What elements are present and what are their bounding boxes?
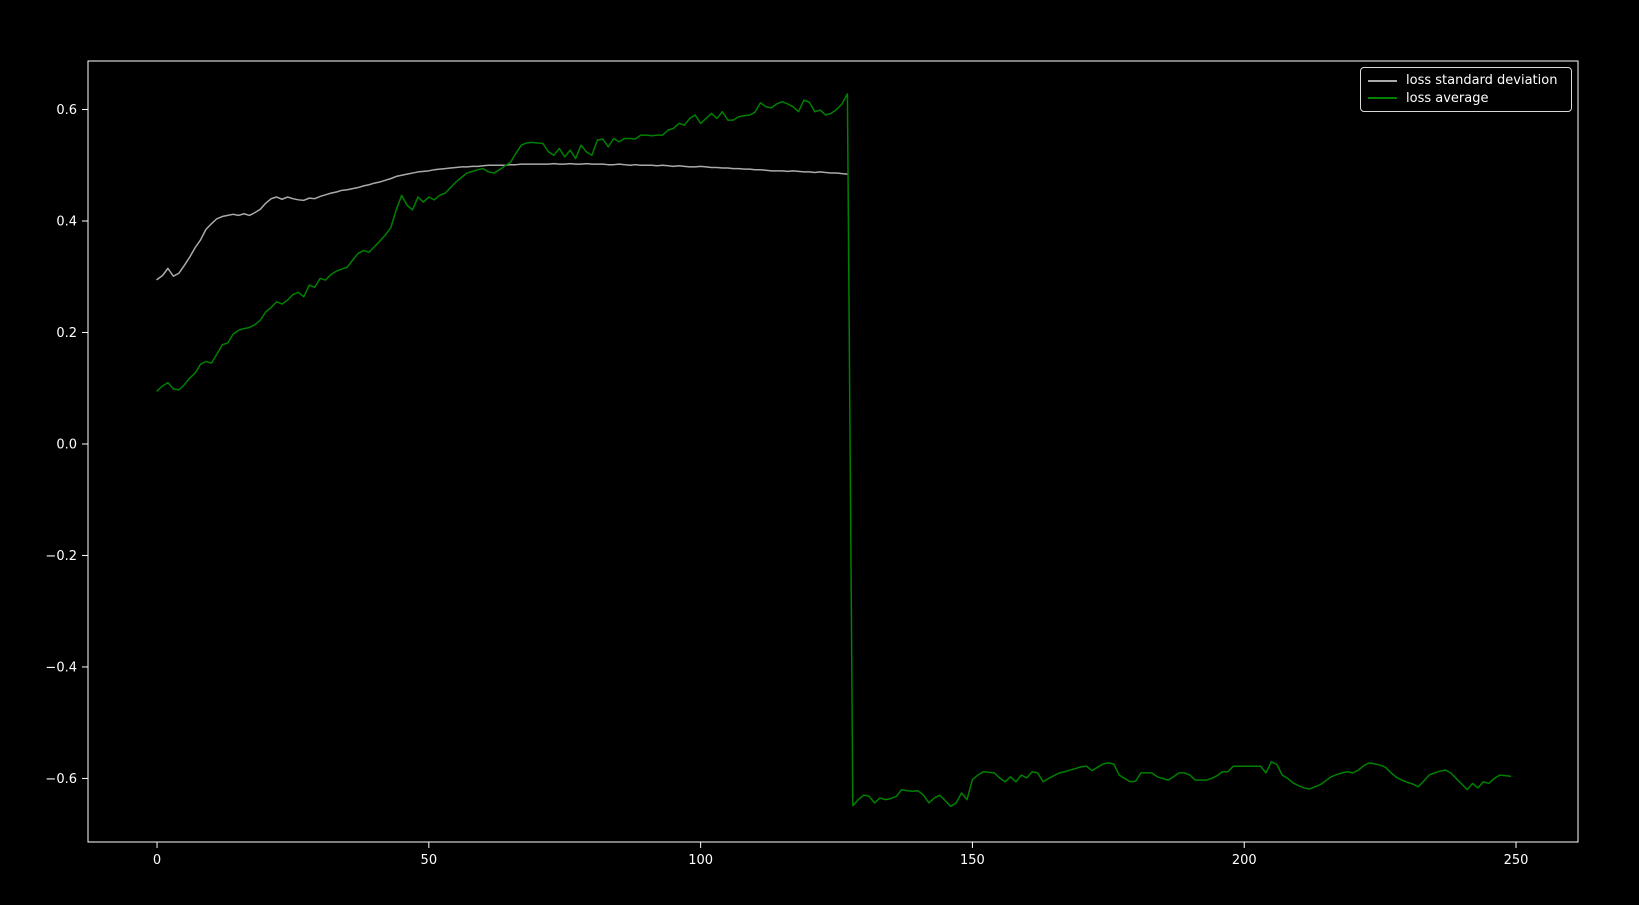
legend-entry-label: loss average — [1406, 90, 1489, 106]
legend-entry: loss average — [1368, 92, 1564, 105]
y-tick-label: −0.2 — [45, 549, 77, 564]
series-line-loss-avg — [156, 93, 1512, 808]
legend-entry-label: loss standard deviation — [1406, 73, 1558, 89]
legend-entry: loss standard deviation — [1368, 74, 1564, 87]
axes-spines — [87, 60, 1579, 843]
y-tick-label: 0.0 — [56, 437, 77, 452]
legend: loss standard deviation loss average — [1360, 67, 1572, 112]
x-tick-label: 50 — [421, 853, 438, 868]
x-tick-label: 150 — [960, 853, 985, 868]
y-tick-label: 0.4 — [56, 214, 77, 229]
y-tick-label: −0.6 — [45, 772, 77, 787]
legend-line-swatch-avg — [1368, 97, 1397, 100]
x-tick-label: 200 — [1232, 853, 1257, 868]
legend-line-swatch-std — [1368, 79, 1397, 82]
y-tick-label: 0.6 — [56, 103, 77, 118]
x-tick-label: 100 — [688, 853, 713, 868]
x-tick-label: 250 — [1504, 853, 1529, 868]
series-line-loss-std — [156, 162, 849, 281]
y-tick-label: −0.4 — [45, 660, 77, 675]
x-tick-label: 0 — [153, 853, 161, 868]
y-tick-label: 0.2 — [56, 326, 77, 341]
